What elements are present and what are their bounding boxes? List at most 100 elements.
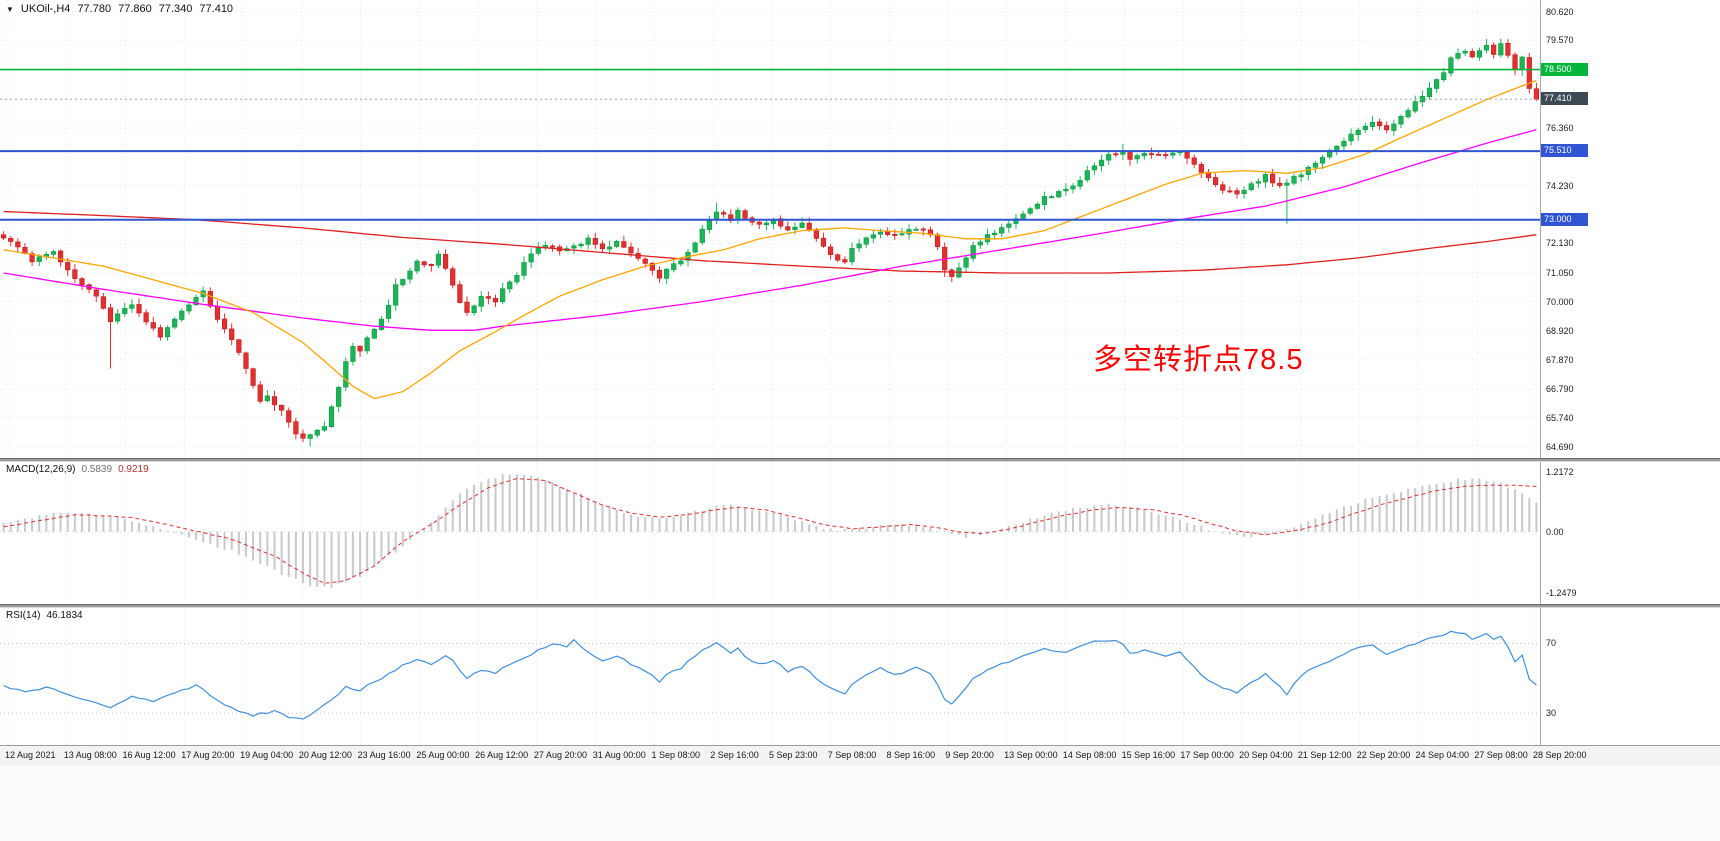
candle-body <box>1198 164 1204 173</box>
candle-body <box>15 241 21 248</box>
candle-body <box>699 228 705 243</box>
candle-body <box>1127 151 1133 160</box>
candle-body <box>1113 153 1119 156</box>
price-tick-label: 70.000 <box>1546 296 1574 307</box>
rsi-axis-label: 30 <box>1546 708 1557 719</box>
candle-body <box>371 329 377 339</box>
candle-body <box>977 241 983 246</box>
candle-body <box>164 327 171 338</box>
candle-body <box>1277 182 1283 186</box>
candle-body <box>321 426 327 431</box>
time-label: 17 Sep 00:00 <box>1180 750 1234 760</box>
time-label: 25 Aug 00:00 <box>416 750 470 760</box>
candle-body <box>93 289 99 297</box>
rsi-header: RSI(14) 46.1834 <box>6 610 83 621</box>
time-axis[interactable]: 12 Aug 2021 13 Aug 08:00 16 Aug 12:00 17 Au… <box>0 745 1720 766</box>
candle-body <box>899 233 905 236</box>
candle-body <box>778 218 784 227</box>
candle-body <box>870 234 876 239</box>
candle-body <box>150 322 156 329</box>
candle-body <box>578 243 584 247</box>
price-chart-area[interactable] <box>0 0 1540 458</box>
panel-splitter[interactable] <box>0 604 1720 608</box>
price-line-label-73.000: 73.000 <box>1541 212 1588 226</box>
candle-body <box>1041 196 1048 205</box>
candle-body <box>122 308 128 315</box>
panel-splitter[interactable] <box>0 458 1720 462</box>
candle-body <box>414 260 420 272</box>
macd-header: MACD(12,26,9) 0.5839 0.9219 <box>6 464 149 475</box>
candle-body <box>1291 176 1297 184</box>
macd-axis[interactable]: 1.2172 0.00 -1.2479 <box>1540 462 1720 604</box>
candle-body <box>1262 174 1269 183</box>
candle-body <box>521 262 527 276</box>
ma-line-fast-orange[interactable] <box>3 79 1537 400</box>
candle-body <box>443 254 449 269</box>
candle-body <box>1213 177 1219 185</box>
candle-body <box>1476 50 1482 58</box>
time-label: 9 Sep 20:00 <box>945 750 994 760</box>
candle-body <box>1426 87 1433 98</box>
candle-body <box>186 304 192 312</box>
candle-body <box>1227 190 1233 193</box>
macd-histogram <box>2 474 1538 588</box>
time-label: 19 Aug 04:00 <box>240 750 294 760</box>
collapse-arrow-icon[interactable]: ▼ <box>6 4 14 14</box>
candle-body <box>1163 154 1169 157</box>
candle-body <box>8 237 14 242</box>
candle-body <box>428 264 434 266</box>
candle-body <box>72 269 78 279</box>
price-gridlines <box>0 11 1540 448</box>
chart-annotation-text[interactable]: 多空转折点78.5 <box>1093 344 1304 376</box>
candle-body <box>1248 183 1254 191</box>
candle-body <box>1084 170 1090 181</box>
time-label: 14 Sep 08:00 <box>1062 750 1117 760</box>
price-tick-label: 71.050 <box>1546 267 1574 278</box>
price-tick-label: 68.920 <box>1546 326 1574 337</box>
candle-body <box>1034 203 1040 209</box>
candle-body <box>250 368 256 386</box>
candle-body <box>863 237 869 245</box>
candle-body <box>806 222 812 231</box>
candle-body <box>1255 181 1261 184</box>
candle-body <box>500 288 506 303</box>
time-label: 13 Aug 08:00 <box>63 750 117 760</box>
candle-body <box>1448 57 1454 74</box>
candle-body <box>1070 185 1076 190</box>
ma-line-slow-red[interactable] <box>3 210 1537 274</box>
macd-value-main: 0.5839 <box>81 464 113 475</box>
candle-body <box>849 248 855 263</box>
candle-body <box>1434 79 1440 89</box>
candle-body <box>664 268 670 279</box>
macd-chart-area[interactable] <box>0 462 1540 604</box>
candle-body <box>1483 45 1490 51</box>
candle-body <box>157 327 164 338</box>
price-axis[interactable]: 80.620 79.570 76.360 74.230 72.130 71.050 70.0… <box>1540 0 1720 458</box>
rsi-chart-area[interactable] <box>0 608 1540 745</box>
candle-body <box>314 429 320 436</box>
price-tick-label: 74.230 <box>1546 181 1574 192</box>
candle-body <box>1362 125 1368 130</box>
candle-body <box>1369 121 1376 127</box>
candle-body <box>1220 184 1226 191</box>
macd-panel: 1.2172 0.00 -1.2479 MACD(12,26,9) 0.5839 0… <box>0 462 1720 604</box>
candle-body <box>528 253 534 263</box>
candle-body <box>464 301 470 313</box>
ma-line-mid-magenta[interactable] <box>3 128 1537 331</box>
time-label: 12 Aug 2021 <box>5 750 56 760</box>
candle-body <box>1533 88 1540 100</box>
candle-body <box>649 262 655 271</box>
candle-body <box>692 242 698 253</box>
candle-body <box>1234 190 1240 195</box>
candle-body <box>706 219 712 230</box>
time-label: 23 Aug 16:00 <box>357 750 411 760</box>
candle-body <box>614 240 620 247</box>
candle-body <box>1462 50 1468 54</box>
candle-body <box>1348 133 1354 142</box>
price-tick-label: 76.360 <box>1546 122 1574 133</box>
candle-body <box>279 404 285 411</box>
candle-body <box>107 307 114 322</box>
rsi-axis[interactable]: 70 30 <box>1540 608 1720 745</box>
candle-body <box>1319 157 1326 164</box>
